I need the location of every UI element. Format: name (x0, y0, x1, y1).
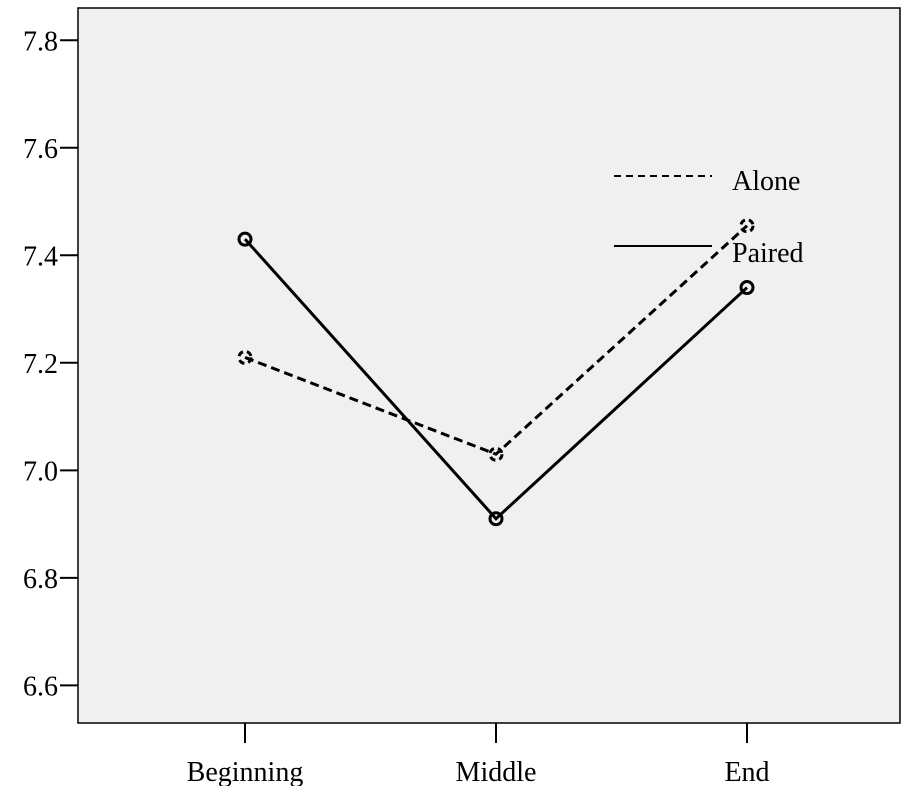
y-tick-label: 7.8 (23, 26, 58, 57)
series-line-paired (243, 238, 749, 521)
data-point-alone (488, 446, 504, 462)
legend-label-alone: Alone (732, 166, 800, 197)
data-point-alone (237, 349, 253, 365)
series-layer (237, 218, 755, 527)
data-point-paired (488, 511, 504, 527)
data-point-alone (739, 218, 755, 234)
y-tick-label: 7.2 (23, 349, 58, 380)
data-point-paired (739, 280, 755, 296)
y-tick-label: 6.6 (23, 671, 58, 702)
series-line-alone (244, 224, 749, 456)
x-axis: Beginning Middle End (187, 723, 770, 786)
x-tick-label: Middle (456, 757, 537, 786)
legend: Alone Paired (614, 166, 804, 269)
data-point-paired (237, 231, 253, 247)
y-tick-label: 6.8 (23, 564, 58, 595)
y-tick-label: 7.6 (23, 134, 58, 165)
plot-area (77, 7, 901, 724)
y-tick-label: 7.0 (23, 456, 58, 487)
x-tick-label: Beginning (187, 757, 304, 786)
y-axis: 6.6 6.8 7.0 7.2 7.4 7.6 7.8 (23, 26, 78, 702)
y-tick-label: 7.4 (23, 241, 58, 272)
legend-label-paired: Paired (732, 238, 804, 269)
x-tick-label: End (724, 757, 769, 786)
